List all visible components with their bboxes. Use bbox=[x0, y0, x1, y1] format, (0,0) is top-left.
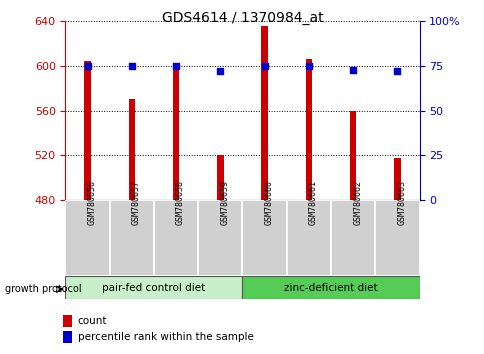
Bar bbox=[65, 200, 109, 276]
Text: GSM780662: GSM780662 bbox=[352, 180, 362, 225]
Text: GDS4614 / 1370984_at: GDS4614 / 1370984_at bbox=[161, 11, 323, 25]
Text: GSM780660: GSM780660 bbox=[264, 180, 273, 225]
Point bbox=[216, 68, 224, 74]
Text: zinc-deficient diet: zinc-deficient diet bbox=[284, 282, 377, 293]
Text: GSM780658: GSM780658 bbox=[176, 180, 185, 225]
Point bbox=[128, 63, 136, 69]
Bar bbox=[242, 276, 419, 299]
Bar bbox=[128, 99, 135, 200]
Bar bbox=[65, 276, 242, 299]
Bar bbox=[63, 315, 72, 327]
Bar bbox=[261, 26, 267, 200]
Bar bbox=[242, 200, 286, 276]
Text: count: count bbox=[77, 316, 107, 326]
Bar bbox=[393, 158, 400, 200]
Text: GSM780661: GSM780661 bbox=[308, 180, 317, 225]
Text: growth protocol: growth protocol bbox=[5, 284, 81, 294]
Bar bbox=[63, 331, 72, 343]
Text: GSM780656: GSM780656 bbox=[88, 180, 96, 225]
Bar bbox=[172, 63, 179, 200]
Text: GSM780659: GSM780659 bbox=[220, 180, 229, 225]
Bar bbox=[217, 155, 223, 200]
Text: pair-fed control diet: pair-fed control diet bbox=[102, 282, 205, 293]
Bar bbox=[286, 200, 330, 276]
Point bbox=[172, 63, 180, 69]
Point bbox=[84, 63, 91, 69]
Point bbox=[348, 67, 356, 72]
Bar bbox=[109, 200, 153, 276]
Bar bbox=[330, 200, 375, 276]
Text: percentile rank within the sample: percentile rank within the sample bbox=[77, 332, 253, 342]
Bar bbox=[349, 110, 356, 200]
Bar bbox=[84, 62, 91, 200]
Bar bbox=[375, 200, 419, 276]
Bar bbox=[198, 200, 242, 276]
Point bbox=[260, 63, 268, 69]
Text: GSM780657: GSM780657 bbox=[132, 180, 140, 225]
Text: GSM780663: GSM780663 bbox=[396, 180, 406, 225]
Bar bbox=[305, 59, 312, 200]
Point bbox=[304, 63, 312, 69]
Bar bbox=[153, 200, 198, 276]
Point bbox=[393, 68, 400, 74]
